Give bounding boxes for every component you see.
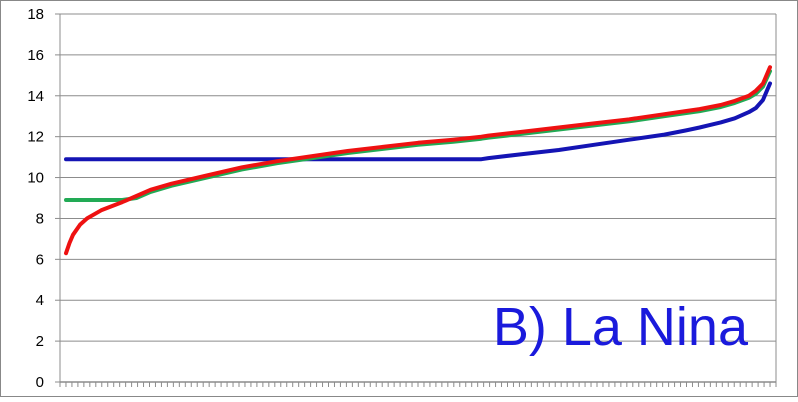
- ytick-label-4: 4: [36, 292, 44, 309]
- ytick-label-0: 0: [36, 374, 44, 391]
- x-axis: [59, 381, 777, 387]
- series-line-2: [64, 81, 772, 162]
- chart-annotation: B) La Nina: [493, 297, 749, 357]
- series-line-0: [64, 65, 772, 256]
- y-tick-labels: 0 2 4 6 8 10 12 14 16 18: [27, 6, 44, 391]
- ytick-label-8: 8: [36, 210, 44, 227]
- ytick-label-12: 12: [27, 129, 44, 146]
- ytick-label-10: 10: [27, 170, 44, 187]
- ytick-label-6: 6: [36, 251, 44, 268]
- ytick-label-18: 18: [27, 6, 44, 23]
- ytick-label-14: 14: [27, 88, 44, 105]
- grid-layer: [55, 13, 777, 383]
- ytick-label-16: 16: [27, 47, 44, 64]
- series-layer: [64, 65, 772, 256]
- ytick-label-2: 2: [36, 333, 44, 350]
